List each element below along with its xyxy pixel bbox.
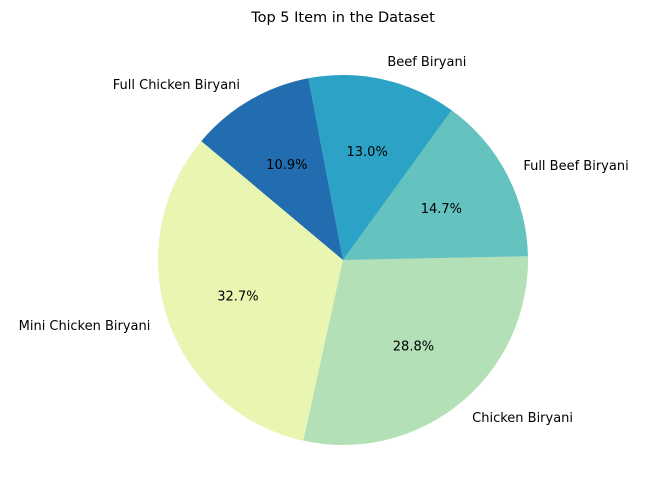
pie-slices (158, 74, 528, 445)
pie-slice-4 (308, 74, 452, 260)
pie-slice-3 (343, 110, 528, 260)
slice-pct-3: 14.7% (421, 202, 462, 217)
slice-pct-4: 13.0% (347, 145, 388, 160)
slice-pct-1: 32.7% (217, 289, 258, 304)
slice-label-5: Full Chicken Biryani (113, 78, 240, 93)
slice-label-2: Chicken Biryani (472, 411, 573, 426)
slice-label-1: Mini Chicken Biryani (19, 319, 151, 334)
slice-label-4: Beef Biryani (387, 55, 466, 70)
pie-labels: Mini Chicken Biryani 32.7% Chicken Biryani… (19, 55, 629, 426)
chart-title: Top 5 Item in the Dataset (250, 10, 435, 26)
slice-pct-5: 10.9% (266, 158, 307, 173)
pie-slice-1 (158, 141, 343, 441)
slice-label-3: Full Beef Biryani (523, 159, 628, 174)
pie-slice-5 (201, 78, 343, 261)
slice-pct-2: 28.8% (393, 339, 434, 354)
pie-slice-2 (303, 256, 528, 445)
